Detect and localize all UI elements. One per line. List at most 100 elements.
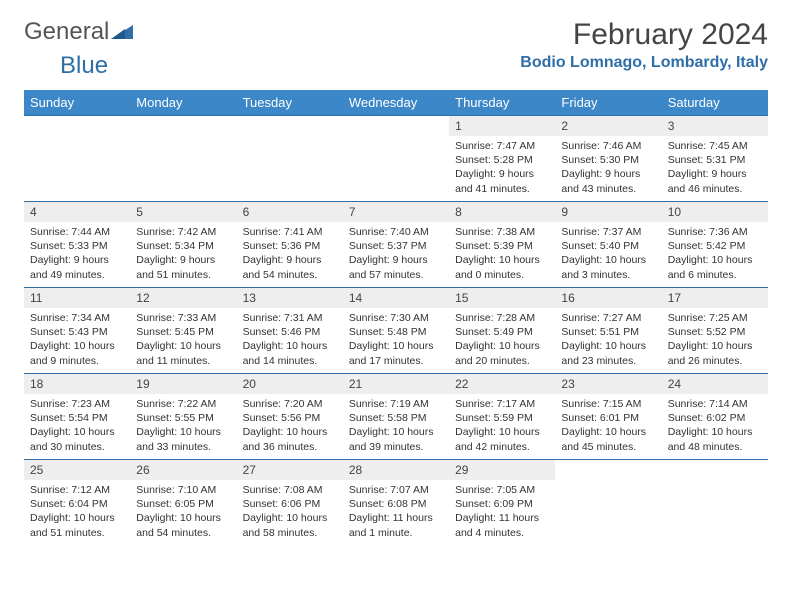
calendar-empty-cell	[662, 460, 768, 546]
day-details: Sunrise: 7:34 AMSunset: 5:43 PMDaylight:…	[24, 308, 130, 372]
calendar-empty-cell	[555, 460, 661, 546]
day-details: Sunrise: 7:47 AMSunset: 5:28 PMDaylight:…	[449, 136, 555, 200]
day-details: Sunrise: 7:05 AMSunset: 6:09 PMDaylight:…	[449, 480, 555, 544]
weekday-header: Tuesday	[237, 90, 343, 116]
day-details: Sunrise: 7:33 AMSunset: 5:45 PMDaylight:…	[130, 308, 236, 372]
location: Bodio Lomnago, Lombardy, Italy	[520, 54, 768, 72]
day-details: Sunrise: 7:25 AMSunset: 5:52 PMDaylight:…	[662, 308, 768, 372]
day-number: 18	[24, 374, 130, 394]
day-details: Sunrise: 7:22 AMSunset: 5:55 PMDaylight:…	[130, 394, 236, 458]
calendar-day-cell: 26Sunrise: 7:10 AMSunset: 6:05 PMDayligh…	[130, 460, 236, 546]
day-number: 10	[662, 202, 768, 222]
calendar-day-cell: 20Sunrise: 7:20 AMSunset: 5:56 PMDayligh…	[237, 374, 343, 460]
day-details: Sunrise: 7:14 AMSunset: 6:02 PMDaylight:…	[662, 394, 768, 458]
day-number: 4	[24, 202, 130, 222]
calendar-empty-cell	[343, 116, 449, 202]
calendar-day-cell: 23Sunrise: 7:15 AMSunset: 6:01 PMDayligh…	[555, 374, 661, 460]
weekday-header: Wednesday	[343, 90, 449, 116]
calendar-day-cell: 1Sunrise: 7:47 AMSunset: 5:28 PMDaylight…	[449, 116, 555, 202]
day-number: 7	[343, 202, 449, 222]
logo: General	[24, 18, 133, 46]
calendar-day-cell: 9Sunrise: 7:37 AMSunset: 5:40 PMDaylight…	[555, 202, 661, 288]
day-number: 3	[662, 116, 768, 136]
weekday-header: Monday	[130, 90, 236, 116]
day-number: 20	[237, 374, 343, 394]
logo-mark-icon	[111, 21, 133, 44]
day-number: 16	[555, 288, 661, 308]
day-number: 5	[130, 202, 236, 222]
title-block: February 2024 Bodio Lomnago, Lombardy, I…	[520, 18, 768, 72]
calendar-day-cell: 21Sunrise: 7:19 AMSunset: 5:58 PMDayligh…	[343, 374, 449, 460]
logo-text-blue: Blue	[60, 52, 108, 79]
calendar-day-cell: 17Sunrise: 7:25 AMSunset: 5:52 PMDayligh…	[662, 288, 768, 374]
day-number: 11	[24, 288, 130, 308]
day-number: 12	[130, 288, 236, 308]
day-number: 21	[343, 374, 449, 394]
day-details: Sunrise: 7:38 AMSunset: 5:39 PMDaylight:…	[449, 222, 555, 286]
calendar-day-cell: 16Sunrise: 7:27 AMSunset: 5:51 PMDayligh…	[555, 288, 661, 374]
day-number: 17	[662, 288, 768, 308]
day-number: 13	[237, 288, 343, 308]
calendar-empty-cell	[237, 116, 343, 202]
day-details: Sunrise: 7:36 AMSunset: 5:42 PMDaylight:…	[662, 222, 768, 286]
day-number: 28	[343, 460, 449, 480]
day-number: 22	[449, 374, 555, 394]
day-number: 9	[555, 202, 661, 222]
calendar-week-row: 25Sunrise: 7:12 AMSunset: 6:04 PMDayligh…	[24, 460, 768, 546]
day-number: 19	[130, 374, 236, 394]
day-details: Sunrise: 7:23 AMSunset: 5:54 PMDaylight:…	[24, 394, 130, 458]
day-details: Sunrise: 7:10 AMSunset: 6:05 PMDaylight:…	[130, 480, 236, 544]
day-number: 29	[449, 460, 555, 480]
day-number: 8	[449, 202, 555, 222]
calendar-table: SundayMondayTuesdayWednesdayThursdayFrid…	[24, 90, 768, 546]
day-details: Sunrise: 7:15 AMSunset: 6:01 PMDaylight:…	[555, 394, 661, 458]
day-number: 25	[24, 460, 130, 480]
day-number: 1	[449, 116, 555, 136]
day-number: 15	[449, 288, 555, 308]
day-details: Sunrise: 7:30 AMSunset: 5:48 PMDaylight:…	[343, 308, 449, 372]
day-details: Sunrise: 7:46 AMSunset: 5:30 PMDaylight:…	[555, 136, 661, 200]
calendar-day-cell: 2Sunrise: 7:46 AMSunset: 5:30 PMDaylight…	[555, 116, 661, 202]
calendar-day-cell: 11Sunrise: 7:34 AMSunset: 5:43 PMDayligh…	[24, 288, 130, 374]
day-details: Sunrise: 7:27 AMSunset: 5:51 PMDaylight:…	[555, 308, 661, 372]
calendar-day-cell: 14Sunrise: 7:30 AMSunset: 5:48 PMDayligh…	[343, 288, 449, 374]
calendar-day-cell: 18Sunrise: 7:23 AMSunset: 5:54 PMDayligh…	[24, 374, 130, 460]
calendar-day-cell: 4Sunrise: 7:44 AMSunset: 5:33 PMDaylight…	[24, 202, 130, 288]
calendar-day-cell: 29Sunrise: 7:05 AMSunset: 6:09 PMDayligh…	[449, 460, 555, 546]
calendar-day-cell: 24Sunrise: 7:14 AMSunset: 6:02 PMDayligh…	[662, 374, 768, 460]
calendar-day-cell: 22Sunrise: 7:17 AMSunset: 5:59 PMDayligh…	[449, 374, 555, 460]
calendar-day-cell: 19Sunrise: 7:22 AMSunset: 5:55 PMDayligh…	[130, 374, 236, 460]
calendar-day-cell: 27Sunrise: 7:08 AMSunset: 6:06 PMDayligh…	[237, 460, 343, 546]
day-details: Sunrise: 7:45 AMSunset: 5:31 PMDaylight:…	[662, 136, 768, 200]
calendar-day-cell: 10Sunrise: 7:36 AMSunset: 5:42 PMDayligh…	[662, 202, 768, 288]
calendar-empty-cell	[24, 116, 130, 202]
weekday-header: Sunday	[24, 90, 130, 116]
day-number: 14	[343, 288, 449, 308]
calendar-day-cell: 3Sunrise: 7:45 AMSunset: 5:31 PMDaylight…	[662, 116, 768, 202]
day-number: 24	[662, 374, 768, 394]
day-details: Sunrise: 7:08 AMSunset: 6:06 PMDaylight:…	[237, 480, 343, 544]
day-number: 26	[130, 460, 236, 480]
calendar-day-cell: 8Sunrise: 7:38 AMSunset: 5:39 PMDaylight…	[449, 202, 555, 288]
calendar-day-cell: 12Sunrise: 7:33 AMSunset: 5:45 PMDayligh…	[130, 288, 236, 374]
calendar-week-row: 18Sunrise: 7:23 AMSunset: 5:54 PMDayligh…	[24, 374, 768, 460]
logo-text-general: General	[24, 18, 109, 46]
day-details: Sunrise: 7:17 AMSunset: 5:59 PMDaylight:…	[449, 394, 555, 458]
calendar-week-row: 4Sunrise: 7:44 AMSunset: 5:33 PMDaylight…	[24, 202, 768, 288]
day-details: Sunrise: 7:20 AMSunset: 5:56 PMDaylight:…	[237, 394, 343, 458]
day-number: 23	[555, 374, 661, 394]
day-details: Sunrise: 7:07 AMSunset: 6:08 PMDaylight:…	[343, 480, 449, 544]
day-number: 2	[555, 116, 661, 136]
day-details: Sunrise: 7:41 AMSunset: 5:36 PMDaylight:…	[237, 222, 343, 286]
day-number: 27	[237, 460, 343, 480]
calendar-head: SundayMondayTuesdayWednesdayThursdayFrid…	[24, 90, 768, 116]
calendar-day-cell: 5Sunrise: 7:42 AMSunset: 5:34 PMDaylight…	[130, 202, 236, 288]
calendar-empty-cell	[130, 116, 236, 202]
weekday-header: Friday	[555, 90, 661, 116]
calendar-day-cell: 15Sunrise: 7:28 AMSunset: 5:49 PMDayligh…	[449, 288, 555, 374]
day-details: Sunrise: 7:42 AMSunset: 5:34 PMDaylight:…	[130, 222, 236, 286]
day-details: Sunrise: 7:37 AMSunset: 5:40 PMDaylight:…	[555, 222, 661, 286]
day-details: Sunrise: 7:28 AMSunset: 5:49 PMDaylight:…	[449, 308, 555, 372]
day-details: Sunrise: 7:31 AMSunset: 5:46 PMDaylight:…	[237, 308, 343, 372]
calendar-week-row: 11Sunrise: 7:34 AMSunset: 5:43 PMDayligh…	[24, 288, 768, 374]
